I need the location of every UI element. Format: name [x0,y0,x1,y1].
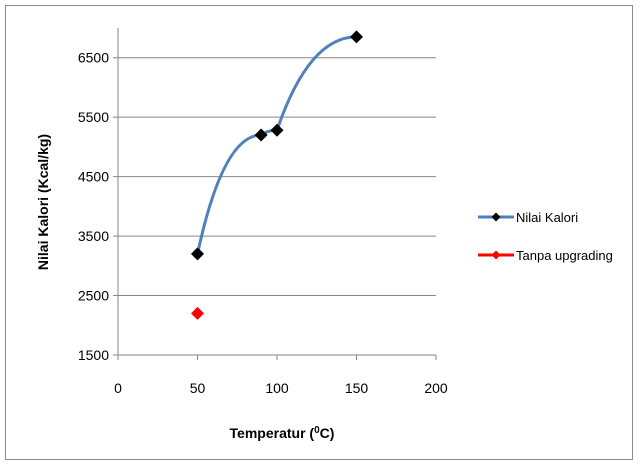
legend-label: Nilai Kalori [516,210,578,225]
y-tick-label: 4500 [78,169,109,185]
x-axis-title-end: C) [320,425,335,441]
data-point [350,30,363,44]
legend-label: Tanpa upgrading [516,248,613,263]
x-tick-label: 0 [114,380,122,396]
x-tick-label: 50 [190,380,206,396]
y-tick-label: 5500 [78,109,109,125]
axes: 1500 2500 3500 4500 5500 6500 0 50 100 150 200 [78,28,448,396]
series-layer [191,30,363,320]
x-axis-title-main: Temperatur ( [230,425,315,441]
y-tick-label: 2500 [78,288,109,304]
chart-frame [5,5,633,460]
y-axis-title: Nilai Kalori (Kcal/kg) [35,134,51,270]
x-axis-title-sup: 0 [314,425,320,436]
y-tick-label: 1500 [78,347,109,363]
gridlines [118,57,436,356]
y-tick-label: 3500 [78,228,109,244]
data-point [254,128,268,142]
x-axis-title: Temperatur (0C) [230,425,335,442]
legend-swatch-marker [491,212,501,222]
legend-item: Tanpa upgrading [478,248,613,263]
series-line [196,35,357,255]
x-tick-label: 150 [345,380,369,396]
legend-item: Nilai Kalori [478,210,578,225]
data-point [191,247,204,261]
y-tick-label: 6500 [78,50,109,66]
series-1 [191,306,204,320]
x-tick-label: 100 [265,380,289,396]
x-tick-label: 200 [424,380,448,396]
data-point [270,123,284,137]
data-point [191,306,204,320]
legend-swatch-marker [491,250,501,260]
series-0 [191,30,363,261]
legend: Nilai Kalori Tanpa upgrading [478,210,613,263]
